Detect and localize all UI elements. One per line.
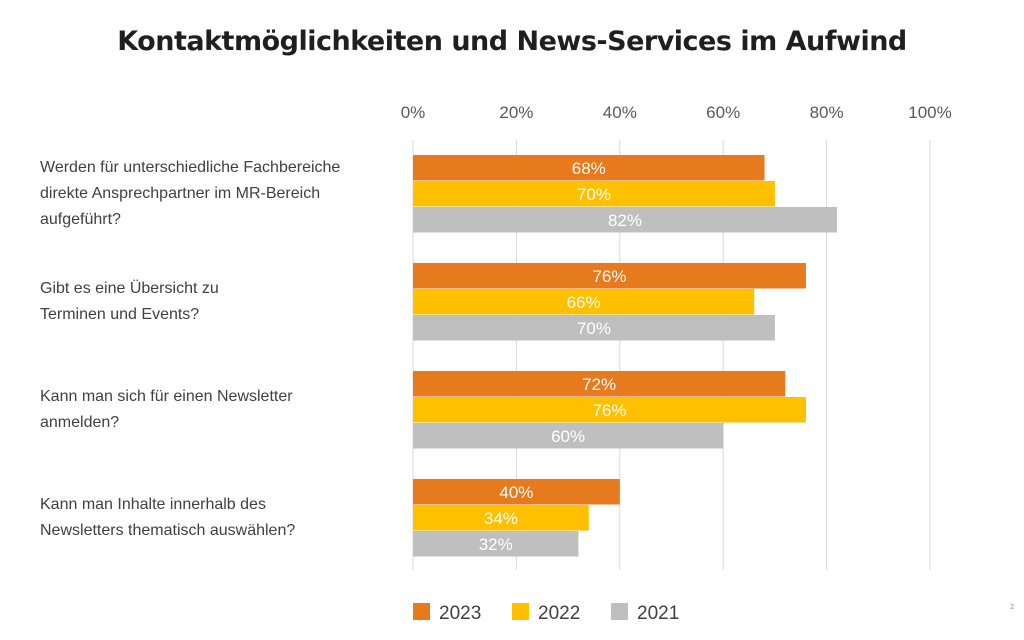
- category-label-line: aufgeführt?: [40, 210, 121, 228]
- data-label: 70%: [577, 319, 611, 338]
- data-label: 70%: [577, 185, 611, 204]
- data-label: 60%: [551, 427, 585, 446]
- bar-2021: [413, 531, 579, 557]
- bar-2023: [413, 263, 806, 289]
- category-label-line: Terminen und Events?: [40, 305, 200, 323]
- bar-2022: [413, 289, 755, 315]
- chart-title: Kontaktmöglichkeiten und News-Services i…: [117, 26, 907, 57]
- legend-swatch-2023: [413, 603, 430, 620]
- x-tick-label: 0%: [401, 103, 426, 122]
- data-label: 32%: [479, 535, 513, 554]
- slide-number: 2: [1010, 604, 1014, 611]
- bar-2023: [413, 155, 765, 181]
- data-label: 76%: [592, 267, 626, 286]
- bar-2022: [413, 181, 775, 207]
- bar-2021: [413, 315, 775, 341]
- category-label-line: Newsletters thematisch auswählen?: [40, 521, 296, 539]
- category-label-line: Kann man sich für einen Newsletter: [40, 387, 293, 405]
- data-label: 76%: [592, 401, 626, 420]
- category-label: Kann man sich für einen Newsletter anmeld…: [40, 384, 390, 436]
- category-label-line: direkte Ansprechpartner im MR-Bereich: [40, 184, 321, 202]
- legend-label: 2023: [439, 603, 481, 624]
- bar-2023: [413, 479, 620, 505]
- legend-swatch-2021: [611, 603, 628, 620]
- legend-swatch-2022: [512, 603, 529, 620]
- x-tick-label: 20%: [499, 103, 533, 122]
- category-label: Gibt es eine Übersicht zu Terminen und Ev…: [40, 276, 390, 328]
- data-label: 82%: [608, 211, 642, 230]
- bar-2022: [413, 397, 806, 423]
- legend-label: 2022: [538, 603, 580, 624]
- data-label: 72%: [582, 375, 616, 394]
- bar-2022: [413, 505, 589, 531]
- data-label: 40%: [499, 483, 533, 502]
- bar-2021: [413, 207, 837, 233]
- data-label: 68%: [572, 159, 606, 178]
- category-label: Kann man Inhalte innerhalb des Newsletter…: [40, 492, 390, 544]
- x-tick-label: 40%: [603, 103, 637, 122]
- x-tick-label: 100%: [908, 103, 951, 122]
- category-label-line: Kann man Inhalte innerhalb des: [40, 495, 266, 513]
- data-label: 34%: [484, 509, 518, 528]
- x-tick-label: 60%: [706, 103, 740, 122]
- category-label-line: Werden für unterschiedliche Fachbereiche: [40, 158, 341, 176]
- bar-2023: [413, 371, 786, 397]
- bar-2021: [413, 423, 724, 449]
- data-label: 66%: [567, 293, 601, 312]
- category-label-line: anmelden?: [40, 413, 120, 431]
- legend-label: 2021: [637, 603, 679, 624]
- category-label-line: Gibt es eine Übersicht zu: [40, 279, 219, 297]
- x-tick-label: 80%: [810, 103, 844, 122]
- category-label: Werden für unterschiedliche Fachbereiche…: [40, 155, 390, 233]
